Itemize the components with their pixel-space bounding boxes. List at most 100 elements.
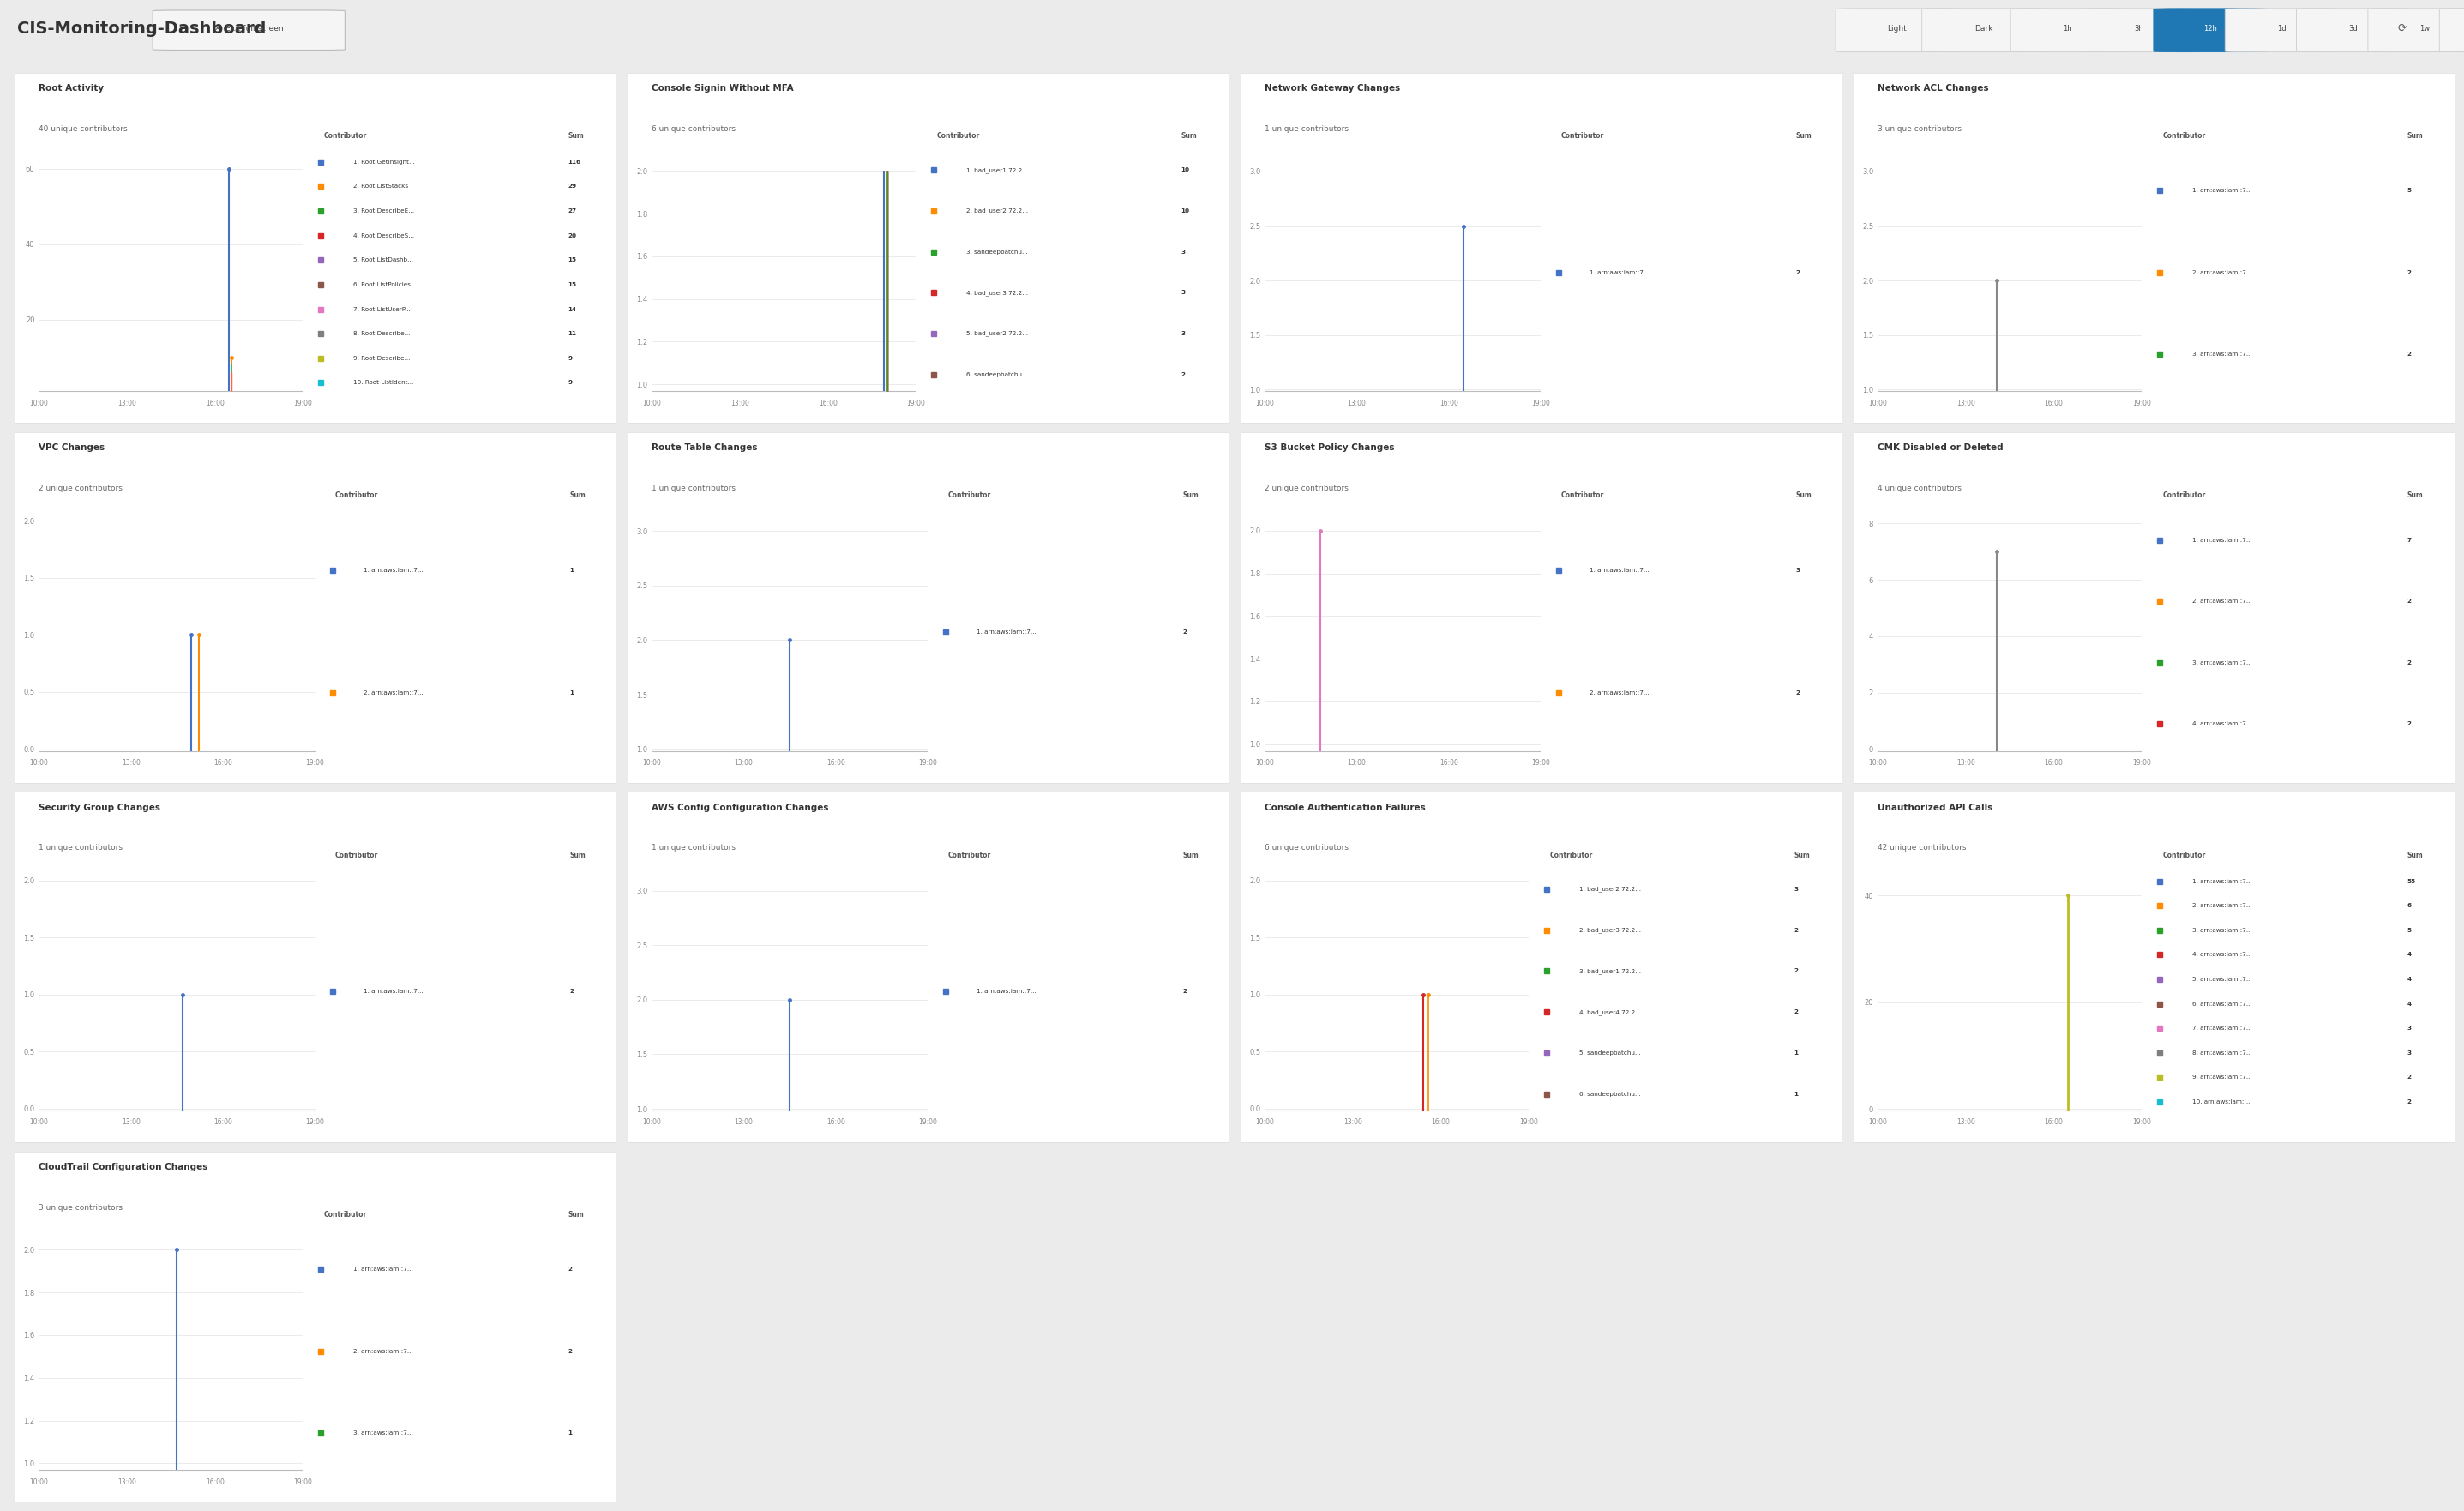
Text: 7: 7 (2407, 538, 2412, 542)
Text: 10. arn:aws:iam::...: 10. arn:aws:iam::... (2193, 1100, 2252, 1105)
Text: 1. Root GetInsight...: 1. Root GetInsight... (352, 159, 414, 165)
Text: Contributor: Contributor (335, 851, 379, 860)
Text: 8. arn:aws:iam::7...: 8. arn:aws:iam::7... (2193, 1050, 2252, 1056)
Text: 2. arn:aws:iam::7...: 2. arn:aws:iam::7... (1589, 691, 1648, 697)
Text: 6. sandeepbatchu...: 6. sandeepbatchu... (1579, 1091, 1641, 1097)
Text: 2: 2 (1794, 969, 1799, 973)
Text: Contributor: Contributor (323, 131, 367, 141)
Text: Route Table Changes: Route Table Changes (650, 444, 756, 452)
Text: Contributor: Contributor (323, 1210, 367, 1219)
Text: 1w: 1w (2420, 26, 2430, 33)
Text: Network ACL Changes: Network ACL Changes (1878, 85, 1988, 92)
Text: Sum: Sum (569, 851, 586, 860)
Text: 14: 14 (569, 307, 577, 311)
Text: 1. arn:aws:iam::7...: 1. arn:aws:iam::7... (362, 990, 424, 994)
Text: Sum: Sum (1796, 131, 1811, 141)
Text: 2 unique contributors: 2 unique contributors (39, 485, 123, 493)
Text: 1. arn:aws:iam::7...: 1. arn:aws:iam::7... (976, 630, 1035, 635)
Text: 42 unique contributors: 42 unique contributors (1878, 845, 1966, 852)
Text: 2: 2 (569, 1349, 572, 1354)
Text: Sum: Sum (2407, 491, 2422, 500)
Text: Sum: Sum (569, 131, 584, 141)
Text: 6. sandeepbatchu...: 6. sandeepbatchu... (966, 372, 1027, 378)
Text: 1: 1 (569, 1431, 572, 1435)
Text: Sum: Sum (1180, 131, 1198, 141)
Text: 20: 20 (569, 233, 577, 239)
Text: 11: 11 (569, 331, 577, 337)
Text: 2: 2 (2407, 352, 2412, 357)
Text: 2: 2 (1180, 372, 1185, 378)
Text: 1 unique contributors: 1 unique contributors (650, 845, 737, 852)
Text: 2: 2 (1183, 990, 1188, 994)
Text: 2. arn:aws:iam::7...: 2. arn:aws:iam::7... (2193, 270, 2252, 275)
Text: 5: 5 (2407, 187, 2412, 193)
Text: 9: 9 (569, 355, 572, 361)
Text: ✕  Exit full screen: ✕ Exit full screen (214, 26, 283, 33)
Text: Unauthorized API Calls: Unauthorized API Calls (1878, 804, 1993, 811)
Text: Contributor: Contributor (2163, 131, 2205, 141)
Text: 2. arn:aws:iam::7...: 2. arn:aws:iam::7... (2193, 598, 2252, 604)
Text: 2: 2 (2407, 721, 2412, 727)
Text: 9. Root Describe...: 9. Root Describe... (352, 355, 409, 361)
Text: 6. arn:aws:iam::7...: 6. arn:aws:iam::7... (2193, 1002, 2252, 1006)
FancyBboxPatch shape (1922, 9, 2045, 51)
Text: 40 unique contributors: 40 unique contributors (39, 125, 128, 133)
Text: Sum: Sum (569, 1210, 584, 1219)
Text: Console Authentication Failures: Console Authentication Failures (1264, 804, 1427, 811)
Text: 1. arn:aws:iam::7...: 1. arn:aws:iam::7... (362, 568, 424, 573)
Text: 2: 2 (2407, 1100, 2412, 1105)
Text: Security Group Changes: Security Group Changes (39, 804, 160, 811)
Text: 15: 15 (569, 257, 577, 263)
Text: 1 unique contributors: 1 unique contributors (650, 485, 737, 493)
Text: 3h: 3h (2134, 26, 2144, 33)
Text: 5. sandeepbatchu...: 5. sandeepbatchu... (1579, 1050, 1641, 1056)
Text: 3. arn:aws:iam::7...: 3. arn:aws:iam::7... (2193, 928, 2252, 932)
Text: 2: 2 (569, 990, 574, 994)
Text: 4: 4 (2407, 1002, 2412, 1006)
FancyBboxPatch shape (2082, 9, 2195, 51)
Text: 5. Root ListDashb...: 5. Root ListDashb... (352, 257, 414, 263)
Text: 2: 2 (2407, 270, 2412, 275)
Text: 5. arn:aws:iam::7...: 5. arn:aws:iam::7... (2193, 976, 2252, 982)
Text: 3d: 3d (2348, 26, 2358, 33)
Text: 5: 5 (2407, 928, 2412, 932)
Text: 3: 3 (1180, 331, 1185, 337)
Text: 2. arn:aws:iam::7...: 2. arn:aws:iam::7... (352, 1349, 414, 1354)
FancyBboxPatch shape (153, 11, 345, 50)
Text: Contributor: Contributor (2163, 851, 2205, 860)
Text: 2: 2 (1794, 928, 1799, 932)
Text: 1. arn:aws:iam::7...: 1. arn:aws:iam::7... (2193, 187, 2252, 193)
Text: 4: 4 (2407, 976, 2412, 982)
Text: Light: Light (1887, 26, 1907, 33)
Text: Contributor: Contributor (1562, 491, 1604, 500)
Text: 10: 10 (1180, 168, 1190, 172)
Text: 1. arn:aws:iam::7...: 1. arn:aws:iam::7... (1589, 270, 1648, 275)
Text: 3. arn:aws:iam::7...: 3. arn:aws:iam::7... (2193, 352, 2252, 357)
Text: Sum: Sum (1183, 851, 1198, 860)
Text: 6. Root ListPolicies: 6. Root ListPolicies (352, 283, 411, 287)
Text: 2: 2 (1796, 691, 1799, 697)
Text: 3 unique contributors: 3 unique contributors (39, 1204, 123, 1212)
Text: Contributor: Contributor (949, 491, 991, 500)
Text: Sum: Sum (2407, 131, 2422, 141)
Text: 3: 3 (2407, 1026, 2412, 1031)
Text: 1. arn:aws:iam::7...: 1. arn:aws:iam::7... (2193, 878, 2252, 884)
FancyBboxPatch shape (2225, 9, 2338, 51)
Text: 4: 4 (2407, 952, 2412, 958)
FancyBboxPatch shape (1836, 9, 1959, 51)
Text: Sum: Sum (1796, 491, 1811, 500)
Text: 2. bad_user3 72.2...: 2. bad_user3 72.2... (1579, 928, 1641, 934)
Text: 3: 3 (1180, 249, 1185, 254)
Text: 4. Root DescribeS...: 4. Root DescribeS... (352, 233, 414, 239)
FancyBboxPatch shape (2154, 9, 2267, 51)
Text: Contributor: Contributor (1550, 851, 1592, 860)
Text: 15: 15 (569, 283, 577, 287)
Text: 3: 3 (2407, 1050, 2412, 1056)
Text: 4. bad_user4 72.2...: 4. bad_user4 72.2... (1579, 1009, 1641, 1015)
Text: 2: 2 (2407, 1074, 2412, 1080)
FancyBboxPatch shape (2439, 9, 2464, 51)
Text: 8. Root Describe...: 8. Root Describe... (352, 331, 409, 337)
Text: ⟳: ⟳ (2397, 24, 2407, 35)
Text: 2. bad_user2 72.2...: 2. bad_user2 72.2... (966, 209, 1027, 215)
Text: 1: 1 (569, 691, 574, 697)
